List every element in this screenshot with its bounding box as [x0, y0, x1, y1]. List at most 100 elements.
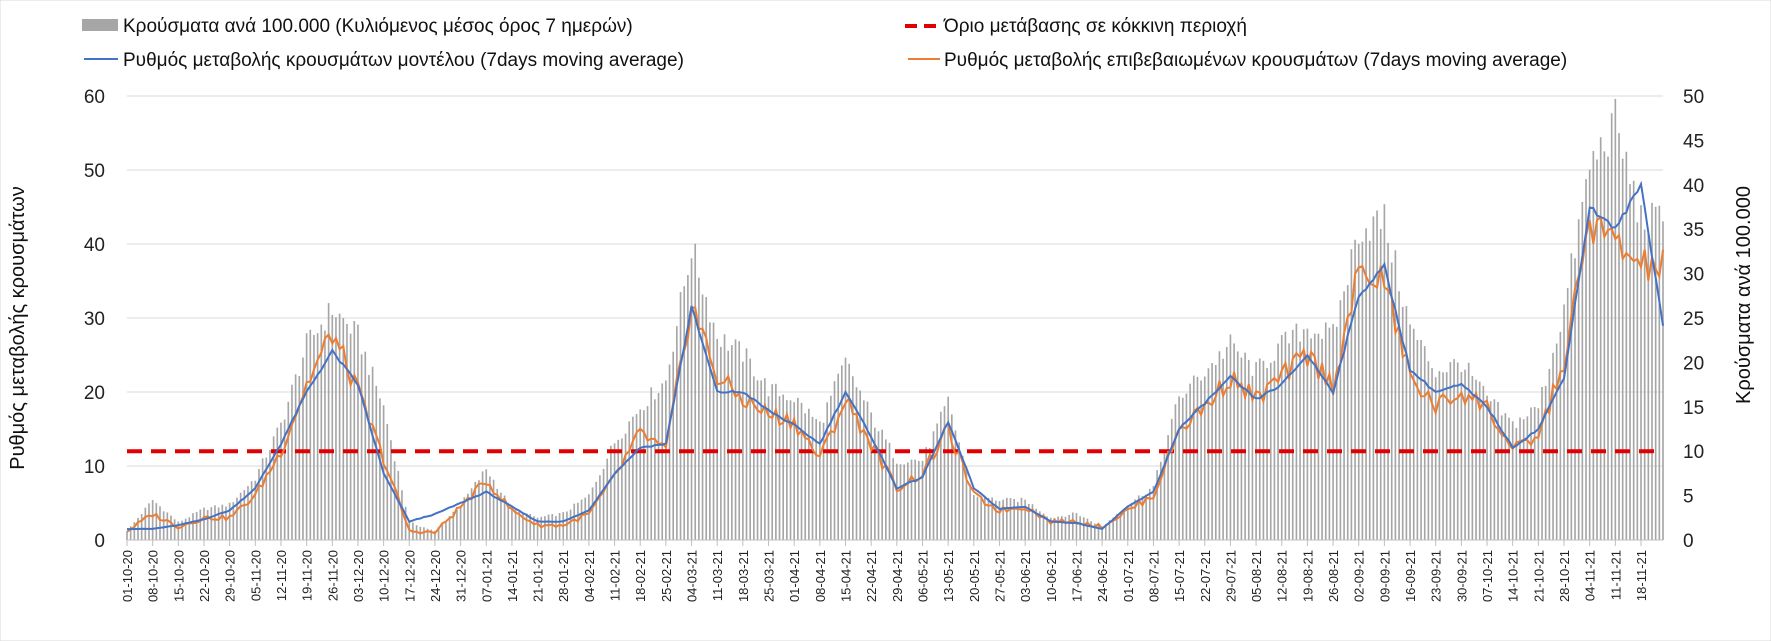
case-bar — [892, 458, 894, 540]
case-bar — [793, 402, 796, 540]
case-bar — [1112, 517, 1114, 540]
case-bar — [888, 442, 891, 540]
case-bar — [272, 436, 275, 540]
case-bar — [258, 469, 260, 540]
case-bar — [775, 383, 777, 540]
case-bar — [899, 464, 902, 540]
case-bar — [1178, 396, 1180, 540]
right-axis-title: Κρούσματα ανά 100.000 — [1733, 186, 1755, 404]
case-bar — [877, 431, 880, 540]
case-bar — [148, 503, 150, 540]
case-bar — [1405, 306, 1408, 540]
case-bar — [1156, 470, 1158, 540]
case-bar — [445, 520, 447, 540]
case-bar — [250, 481, 253, 540]
case-bar — [1093, 523, 1096, 540]
case-bar — [709, 322, 711, 540]
case-bar — [368, 374, 370, 540]
case-bar — [349, 333, 352, 540]
x-tick-label: 11-02-21 — [608, 550, 623, 601]
case-bar — [657, 392, 660, 540]
case-bar — [1629, 184, 1631, 540]
case-bar — [983, 495, 986, 540]
case-bar — [525, 513, 528, 540]
case-bar — [1416, 339, 1419, 540]
case-bar — [1603, 151, 1606, 540]
x-tick-label: 11-03-21 — [710, 550, 725, 601]
x-tick-label: 15-04-21 — [839, 550, 854, 602]
case-bar — [518, 510, 521, 540]
case-bar — [287, 401, 290, 540]
x-tick-label: 27-05-21 — [992, 550, 1007, 602]
case-bar — [1119, 512, 1122, 540]
case-bar — [456, 509, 458, 540]
case-bar — [210, 507, 213, 540]
case-bar — [1273, 360, 1276, 540]
case-bar — [819, 421, 821, 540]
case-bar — [1548, 368, 1551, 540]
case-bar — [459, 505, 462, 540]
case-bar — [199, 509, 202, 540]
x-tick-label: 30-09-21 — [1454, 550, 1469, 602]
case-bar — [654, 399, 656, 540]
case-bar — [1577, 219, 1580, 540]
case-bar — [1478, 381, 1481, 540]
case-bar — [954, 430, 957, 540]
case-bar — [195, 512, 198, 540]
case-bar — [514, 509, 517, 540]
x-tick-label: 13-05-21 — [941, 550, 956, 602]
x-tick-label: 01-04-21 — [787, 550, 802, 602]
x-tick-label: 04-11-21 — [1583, 550, 1598, 601]
case-bar — [1189, 383, 1191, 540]
case-bar — [1460, 372, 1463, 540]
case-bar — [1438, 371, 1441, 540]
case-bar — [1277, 343, 1279, 540]
legend-label-threshold: Όριο μετάβασης σε κόκκινη περιοχή — [943, 16, 1247, 37]
case-bar — [987, 497, 990, 540]
case-bar — [1134, 499, 1136, 540]
case-bar — [1566, 287, 1569, 540]
x-tick-label: 14-10-21 — [1506, 550, 1521, 602]
case-bar — [448, 516, 451, 540]
right-tick-label: 30 — [1683, 265, 1704, 286]
case-bar — [360, 354, 363, 540]
case-bar — [1643, 229, 1646, 540]
case-bar — [269, 450, 271, 540]
case-bar — [939, 411, 942, 540]
case-bar — [544, 516, 546, 540]
case-bar — [998, 501, 1001, 540]
case-bar — [749, 358, 752, 540]
case-bar — [280, 422, 282, 540]
case-bar — [866, 401, 869, 540]
case-bar — [217, 507, 220, 540]
case-bar — [602, 468, 605, 540]
case-bar — [742, 361, 744, 540]
case-bar — [929, 448, 931, 540]
case-bar — [393, 461, 396, 540]
case-bar — [786, 400, 788, 540]
case-bar — [309, 329, 312, 540]
case-bar — [1387, 242, 1389, 540]
case-bar — [1552, 352, 1554, 540]
case-bar — [1394, 250, 1397, 540]
case-bar — [1013, 498, 1015, 540]
case-bar — [767, 396, 770, 540]
case-bar — [650, 387, 653, 540]
case-bar — [1570, 253, 1573, 540]
legend-label-model: Ρυθμός μεταβολής κρουσμάτων μοντέλου (7d… — [123, 50, 684, 71]
case-bar — [254, 480, 257, 540]
case-bar — [1181, 397, 1184, 540]
case-bar — [1581, 201, 1584, 541]
case-bar — [690, 258, 693, 540]
case-bar — [950, 414, 953, 540]
case-bar — [1390, 262, 1393, 540]
case-bar — [1372, 216, 1375, 540]
left-tick-label: 50 — [84, 161, 105, 182]
case-bar — [327, 303, 330, 540]
case-bar — [705, 297, 708, 540]
case-bar — [1398, 291, 1400, 540]
case-bar — [855, 387, 858, 540]
case-bar — [533, 516, 535, 540]
case-bar — [474, 481, 477, 540]
case-bar — [1207, 368, 1210, 540]
